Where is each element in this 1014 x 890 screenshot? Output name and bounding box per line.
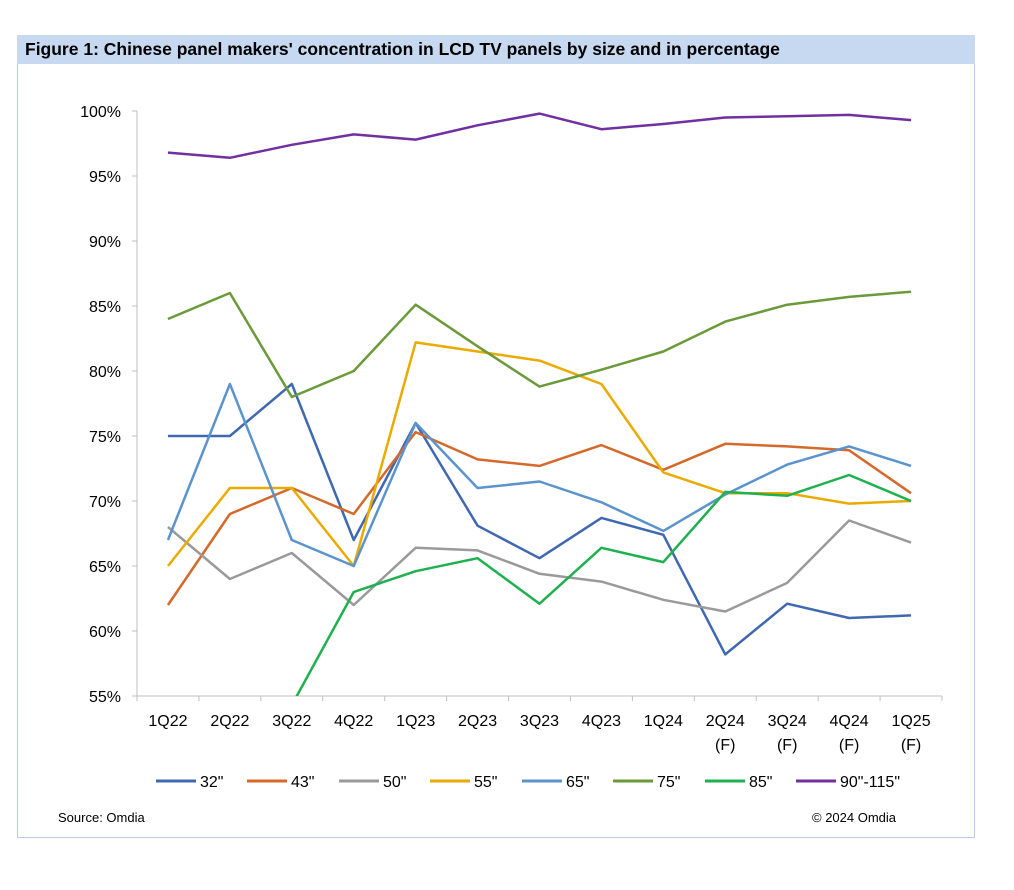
y-tick-label: 85% <box>89 299 121 316</box>
legend-label: 50" <box>383 774 406 791</box>
x-tick-label: 4Q24 <box>830 713 869 730</box>
x-tick-label: 2Q23 <box>458 713 497 730</box>
legend-label: 90"-115" <box>840 774 900 791</box>
series-line-55 <box>166 341 912 568</box>
y-tick-label: 95% <box>89 169 121 186</box>
legend-label: 43" <box>291 774 314 791</box>
copyright-note: © 2024 Omdia <box>812 810 897 825</box>
series-line-43 <box>166 430 912 606</box>
legend-label: 32" <box>200 774 223 791</box>
x-tick-label: (F) <box>901 737 921 754</box>
legend-label: 75" <box>657 774 680 791</box>
x-tick-label: 4Q23 <box>582 713 621 730</box>
x-tick-label: (F) <box>715 737 735 754</box>
figure-title: Figure 1: Chinese panel makers' concentr… <box>17 35 975 64</box>
series-line-32 <box>167 382 912 656</box>
y-tick-label: 55% <box>89 689 121 706</box>
series-line-90115 <box>167 112 912 160</box>
x-tick-label: 3Q22 <box>272 713 311 730</box>
legend-label: 55" <box>474 774 497 791</box>
x-tick-label: 1Q25 <box>891 713 930 730</box>
y-tick-label: 60% <box>89 624 121 641</box>
x-tick-label: (F) <box>839 737 859 754</box>
y-tick-label: 70% <box>89 494 121 511</box>
y-tick-label: 75% <box>89 429 121 446</box>
series-line-50 <box>167 519 912 613</box>
x-tick-label: 3Q23 <box>520 713 559 730</box>
x-tick-label: 1Q22 <box>148 713 187 730</box>
series-line-75 <box>167 290 912 399</box>
x-tick-label: 3Q24 <box>768 713 807 730</box>
y-tick-label: 100% <box>80 104 121 121</box>
x-tick-label: 2Q24 <box>706 713 745 730</box>
x-tick-label: 1Q23 <box>396 713 435 730</box>
x-tick-label: 2Q22 <box>210 713 249 730</box>
y-tick-label: 80% <box>89 364 121 381</box>
source-note: Source: Omdia <box>58 810 145 825</box>
x-tick-label: 1Q24 <box>644 713 683 730</box>
legend-label: 65" <box>566 774 589 791</box>
y-tick-label: 65% <box>89 559 121 576</box>
legend-label: 85" <box>749 774 772 791</box>
x-tick-label: 4Q22 <box>334 713 373 730</box>
series-line-85 <box>295 473 912 696</box>
x-tick-label: (F) <box>777 737 797 754</box>
series-line-65 <box>166 382 912 568</box>
y-tick-label: 90% <box>89 234 121 251</box>
